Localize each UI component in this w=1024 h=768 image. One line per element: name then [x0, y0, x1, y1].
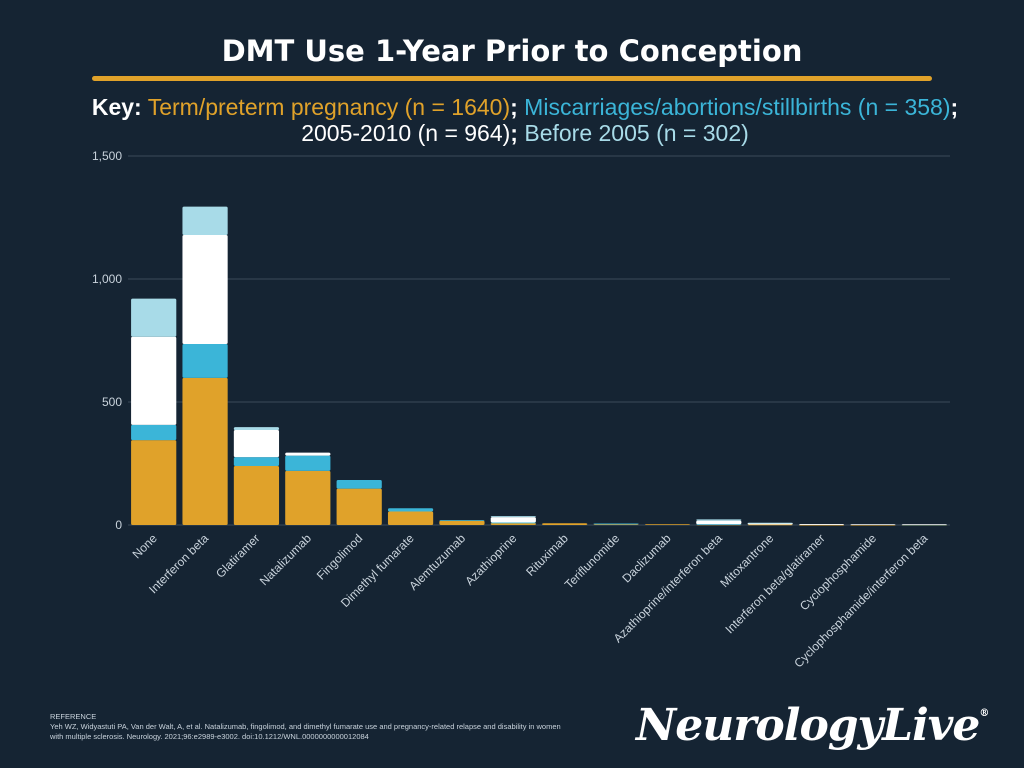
bar-segment [696, 519, 742, 521]
bar-segment [387, 511, 434, 525]
x-tick-label: Azathioprine/interferon beta [611, 531, 725, 645]
registered-mark: ® [979, 708, 989, 719]
bar-segment [696, 520, 742, 525]
bar-segment [490, 523, 536, 525]
x-tick-label: Fingolimod [314, 531, 365, 582]
bar-segment [593, 523, 639, 525]
bar-segment [798, 524, 845, 526]
key-2005-2010: 2005-2010 (n = 964) [301, 120, 511, 146]
bar-segment [182, 343, 228, 378]
key-prefix: Key: [91, 94, 142, 120]
x-tick-label: Rituximab [523, 531, 571, 579]
reference-text: Yeh WZ, Widyastuti PA, Van der Walt, A, … [50, 722, 561, 741]
bar-segment [285, 452, 331, 456]
bar-segment [593, 524, 639, 526]
bar-segment [490, 522, 536, 524]
key-before-2005: Before 2005 (n = 302) [524, 120, 749, 146]
bar-segment [747, 522, 793, 524]
chart-key: Key: Term/preterm pregnancy (n = 1640); … [90, 94, 960, 146]
bar-segment [439, 520, 485, 525]
bar-segment [542, 523, 588, 525]
x-tick-label: Natalizumab [257, 531, 314, 588]
bar-segment [490, 517, 536, 523]
x-tick-label: Azathioprine [462, 531, 519, 588]
bar-segment [696, 524, 742, 526]
key-separator: ; [950, 94, 959, 120]
neurologylive-logo: NeurologyLive® [636, 700, 989, 751]
key-separator: ; [510, 94, 518, 120]
bar-segment [387, 508, 434, 512]
bar-segment [233, 465, 280, 525]
x-tick-label: Interferon beta/glatiramer [723, 531, 828, 636]
bar-segment [182, 206, 228, 235]
y-tick-label: 500 [102, 395, 122, 409]
bar-segment [798, 524, 845, 525]
x-tick-label: None [130, 531, 160, 561]
reference-heading: REFERENCE [50, 712, 97, 721]
bar-segment [747, 524, 793, 526]
bar-segment [285, 455, 331, 471]
bar-segment [131, 336, 177, 425]
x-tick-label: Daclizumab [619, 531, 673, 585]
bar-segment [285, 470, 331, 525]
bar-segment [233, 430, 280, 458]
bar-segment [490, 516, 536, 518]
bar-segment [131, 298, 177, 337]
key-miscarriages: Miscarriages/abortions/stillbirths (n = … [524, 94, 951, 120]
bar-segment [336, 479, 382, 489]
bar-segment [644, 524, 691, 526]
bar-segment [850, 524, 896, 526]
title-underline [92, 76, 932, 81]
key-separator: ; [510, 120, 518, 146]
bar-segment [233, 457, 280, 466]
page-title: DMT Use 1-Year Prior to Conception [221, 34, 803, 68]
bar-segment [233, 427, 280, 431]
bar-segment [182, 377, 228, 525]
bar-segment [182, 234, 228, 344]
bar-segment [131, 440, 177, 525]
reference-block: REFERENCE Yeh WZ, Widyastuti PA, Van der… [50, 712, 570, 742]
logo-text: NeurologyLive [636, 700, 980, 751]
bar-segment [439, 520, 485, 521]
bar-segment [336, 488, 382, 525]
y-tick-label: 1,000 [92, 272, 122, 286]
x-tick-label: Teriflunomide [562, 531, 623, 592]
bar-segment [901, 524, 947, 526]
y-tick-label: 1,500 [92, 149, 122, 163]
key-term-preterm: Term/preterm pregnancy (n = 1640) [147, 94, 511, 120]
y-tick-label: 0 [115, 518, 122, 532]
bar-segment [131, 424, 177, 441]
x-tick-label: Glatiramer [213, 531, 263, 581]
